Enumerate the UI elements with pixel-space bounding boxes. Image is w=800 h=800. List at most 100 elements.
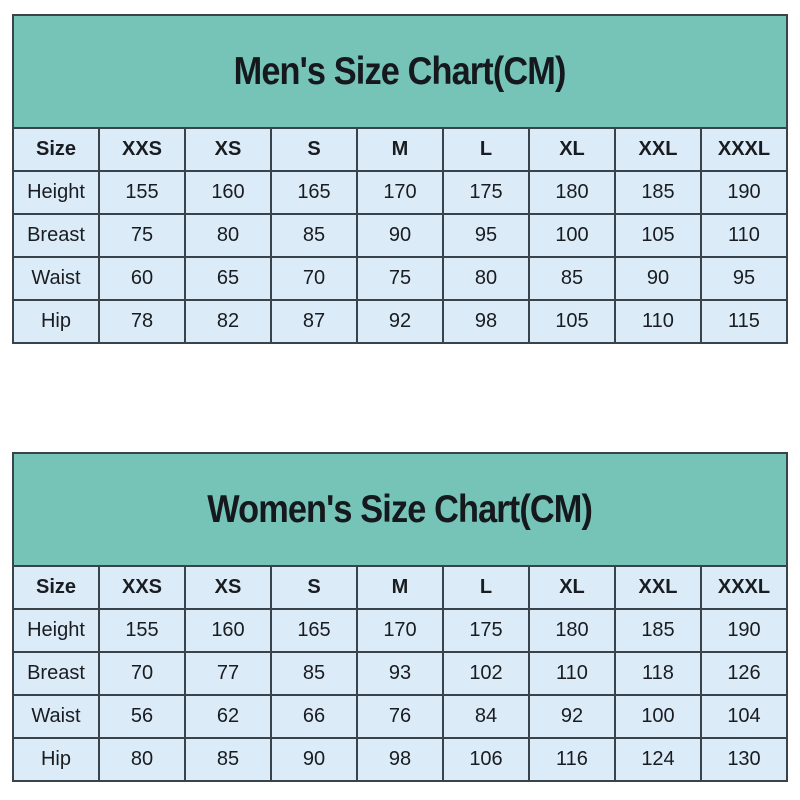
table-header-row: Size XXS XS S M L XL XXL XXXL [12,565,788,610]
value-cell: 175 [442,170,530,215]
mens-size-chart: Men's Size Chart(CM) Size XXS XS S M L XL XXL XX… [12,14,788,344]
value-cell: 85 [528,256,616,301]
mens-chart-title-band: Men's Size Chart(CM) [12,14,788,127]
womens-chart-title-band: Women's Size Chart(CM) [12,452,788,565]
column-header-cell: XL [528,127,616,172]
value-cell: 105 [528,299,616,344]
row-label-cell: Height [12,608,100,653]
row-label-cell: Breast [12,651,100,696]
value-cell: 85 [184,737,272,782]
table-row: Breast 75 80 85 90 95 100 105 110 [12,213,788,258]
value-cell: 90 [614,256,702,301]
table-row: Waist 60 65 70 75 80 85 90 95 [12,256,788,301]
value-cell: 185 [614,608,702,653]
value-cell: 180 [528,608,616,653]
column-header-cell: S [270,127,358,172]
value-cell: 85 [270,651,358,696]
value-cell: 98 [442,299,530,344]
value-cell: 102 [442,651,530,696]
value-cell: 106 [442,737,530,782]
value-cell: 110 [700,213,788,258]
column-header-cell: XXS [98,565,186,610]
column-header-cell: S [270,565,358,610]
column-header-cell: M [356,565,444,610]
value-cell: 124 [614,737,702,782]
value-cell: 116 [528,737,616,782]
value-cell: 75 [98,213,186,258]
value-cell: 70 [98,651,186,696]
value-cell: 130 [700,737,788,782]
table-row: Hip 80 85 90 98 106 116 124 130 [12,737,788,782]
value-cell: 80 [184,213,272,258]
value-cell: 190 [700,170,788,215]
value-cell: 87 [270,299,358,344]
womens-size-chart: Women's Size Chart(CM) Size XXS XS S M L XL XXL… [12,452,788,782]
row-label-cell: Breast [12,213,100,258]
column-header-cell: XXS [98,127,186,172]
value-cell: 78 [98,299,186,344]
table-header-row: Size XXS XS S M L XL XXL XXXL [12,127,788,172]
row-label-cell: Height [12,170,100,215]
value-cell: 80 [442,256,530,301]
value-cell: 95 [700,256,788,301]
value-cell: 98 [356,737,444,782]
table-row: Hip 78 82 87 92 98 105 110 115 [12,299,788,344]
value-cell: 165 [270,608,358,653]
value-cell: 105 [614,213,702,258]
value-cell: 76 [356,694,444,739]
value-cell: 110 [614,299,702,344]
row-label-cell: Waist [12,256,100,301]
value-cell: 115 [700,299,788,344]
value-cell: 118 [614,651,702,696]
value-cell: 95 [442,213,530,258]
value-cell: 77 [184,651,272,696]
value-cell: 60 [98,256,186,301]
mens-size-table: Size XXS XS S M L XL XXL XXXL Height 155 160 165 170… [12,127,788,344]
value-cell: 180 [528,170,616,215]
value-cell: 155 [98,608,186,653]
value-cell: 90 [270,737,358,782]
value-cell: 165 [270,170,358,215]
value-cell: 155 [98,170,186,215]
value-cell: 93 [356,651,444,696]
row-label-cell: Hip [12,737,100,782]
value-cell: 56 [98,694,186,739]
column-header-cell: XXXL [700,565,788,610]
row-label-cell: Hip [12,299,100,344]
value-cell: 160 [184,170,272,215]
column-header-cell: L [442,127,530,172]
table-row: Height 155 160 165 170 175 180 185 190 [12,170,788,215]
column-header-cell: L [442,565,530,610]
column-header-cell: XXXL [700,127,788,172]
table-row: Breast 70 77 85 93 102 110 118 126 [12,651,788,696]
value-cell: 170 [356,608,444,653]
womens-size-table: Size XXS XS S M L XL XXL XXXL Height 155 160 165 170… [12,565,788,782]
value-cell: 185 [614,170,702,215]
row-label-cell: Waist [12,694,100,739]
value-cell: 160 [184,608,272,653]
column-header-cell: XXL [614,565,702,610]
value-cell: 170 [356,170,444,215]
value-cell: 110 [528,651,616,696]
column-header-cell: Size [12,565,100,610]
mens-chart-title: Men's Size Chart(CM) [234,49,567,93]
column-header-cell: XXL [614,127,702,172]
value-cell: 190 [700,608,788,653]
value-cell: 80 [98,737,186,782]
column-header-cell: Size [12,127,100,172]
table-row: Height 155 160 165 170 175 180 185 190 [12,608,788,653]
value-cell: 126 [700,651,788,696]
womens-chart-title: Women's Size Chart(CM) [207,487,594,531]
column-header-cell: XL [528,565,616,610]
column-header-cell: M [356,127,444,172]
value-cell: 92 [528,694,616,739]
value-cell: 75 [356,256,444,301]
value-cell: 66 [270,694,358,739]
value-cell: 100 [614,694,702,739]
value-cell: 84 [442,694,530,739]
value-cell: 92 [356,299,444,344]
value-cell: 62 [184,694,272,739]
column-header-cell: XS [184,127,272,172]
value-cell: 90 [356,213,444,258]
